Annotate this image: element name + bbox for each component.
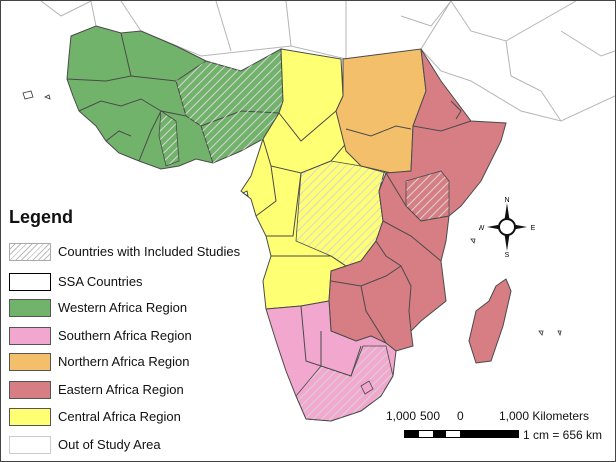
islands	[22, 90, 562, 337]
compass-rose: N S W E	[478, 197, 536, 259]
legend-label: Countries with Included Studies	[58, 244, 241, 259]
madagascar	[468, 278, 512, 364]
hatched-ghana	[158, 110, 180, 167]
hatched-kenya	[405, 170, 450, 222]
legend-label: Northern Africa Region	[58, 354, 190, 369]
compass-w: W	[479, 225, 485, 232]
compass-icon: N S W E	[478, 197, 536, 259]
legend-item: Northern Africa Region	[9, 353, 309, 375]
legend-item: SSA Countries	[9, 273, 309, 295]
legend-swatch	[9, 273, 51, 291]
legend-title: Legend	[9, 207, 74, 227]
lesotho	[360, 380, 374, 395]
scale-ratio: 1 cm = 656 km	[523, 428, 603, 442]
legend-label: Western Africa Region	[58, 300, 188, 315]
compass-n: N	[504, 197, 509, 204]
scale-label-1000-left: 1,000	[386, 409, 417, 423]
legend-item: Southern Africa Region	[9, 327, 309, 349]
scale-label-0: 0	[457, 409, 464, 423]
legend-label: Central Africa Region	[58, 409, 181, 424]
compass-e: E	[531, 225, 535, 232]
legend-swatch	[9, 243, 51, 261]
scale-label-1000-right: 1,000 Kilometers	[499, 409, 590, 423]
legend-item: Eastern Africa Region	[9, 381, 309, 403]
legend-swatch	[9, 436, 51, 454]
legend-swatch	[9, 408, 51, 426]
legend-swatch	[9, 381, 51, 399]
legend-item: Countries with Included Studies	[9, 243, 309, 265]
scale-bar	[404, 430, 519, 438]
legend-label: Southern Africa Region	[58, 328, 192, 343]
legend-item: Central Africa Region	[9, 408, 309, 430]
legend-item: Out of Study Area	[9, 436, 309, 458]
legend-swatch	[9, 353, 51, 371]
hatched-south-africa	[295, 345, 394, 422]
legend-label: SSA Countries	[58, 274, 143, 289]
compass-s: S	[505, 252, 510, 257]
scale-label-500: 500	[420, 409, 441, 423]
legend-swatch	[9, 327, 51, 345]
legend-item: Western Africa Region	[9, 299, 309, 321]
legend-label: Eastern Africa Region	[58, 382, 184, 397]
legend-swatch	[9, 299, 51, 317]
legend-label: Out of Study Area	[58, 437, 161, 452]
hatched-western-area	[176, 49, 283, 163]
